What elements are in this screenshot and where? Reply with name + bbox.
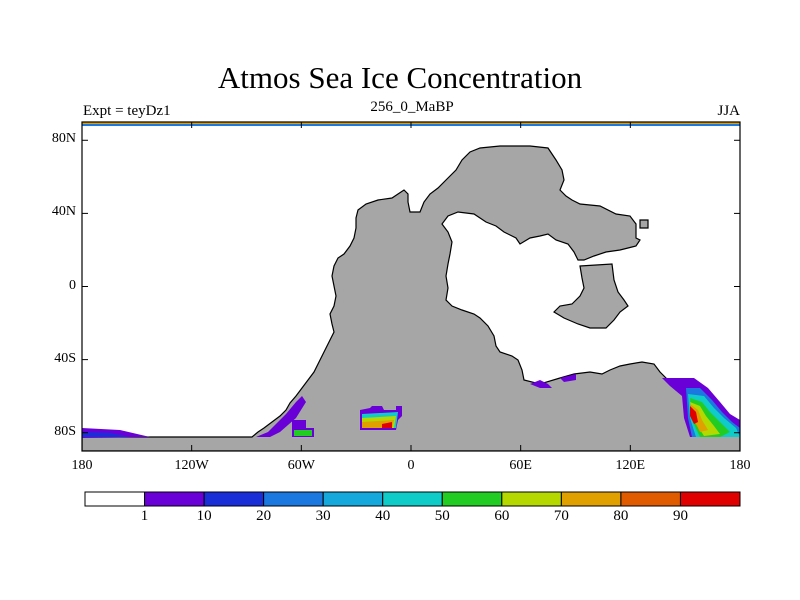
eastern-island — [553, 263, 629, 329]
colorbar-level-label: 20 — [256, 508, 272, 524]
colorbar-swatch — [560, 491, 622, 507]
colorbar-swatch — [322, 491, 384, 507]
x-tick-label: 180 — [729, 458, 751, 473]
x-tick-label: 120E — [615, 458, 646, 473]
colorbar-swatch — [441, 491, 503, 507]
colorbar-swatch — [144, 491, 205, 507]
time-label: 256_0_MaBP — [370, 99, 454, 115]
colorbar-swatch — [203, 491, 265, 507]
sea-ice-west-band-inner — [82, 432, 130, 437]
x-tick-label: 0 — [407, 458, 415, 473]
sea-ice-90e — [560, 374, 576, 382]
sea-ice-east-red — [690, 406, 698, 424]
y-tick-label: 0 — [69, 277, 76, 293]
x-tick-label: 60W — [287, 458, 315, 473]
colorbar-level-label: 30 — [315, 508, 331, 524]
colorbar — [84, 491, 741, 507]
colorbar-swatch — [84, 491, 146, 507]
colorbar-level-label: 60 — [494, 508, 510, 524]
colorbar-swatch — [263, 491, 324, 507]
y-tick-marks — [82, 139, 740, 434]
y-tick-label: 80N — [51, 131, 76, 147]
colorbar-level-label: 90 — [672, 508, 688, 524]
y-tick-label: 40S — [54, 350, 76, 366]
colorbar-level-label: 70 — [553, 508, 569, 524]
colorbar-level-label: 50 — [434, 508, 450, 524]
colorbar-level-label: 10 — [196, 508, 212, 524]
map-title: Atmos Sea Ice Concentration — [217, 60, 583, 95]
x-tick-label: 60E — [509, 458, 532, 473]
x-tick-marks — [81, 122, 741, 451]
experiment-label: Expt = teyDz1 — [83, 103, 171, 119]
y-tick-label: 80S — [54, 423, 76, 439]
colorbar-swatch — [679, 491, 741, 507]
sea-ice-coast-west — [256, 396, 306, 437]
sea-ice-patch-60w-green — [294, 430, 312, 436]
sea-ice-weddell-red — [382, 422, 392, 428]
colorbar-swatch — [501, 491, 562, 507]
colorbar-level-label: 80 — [613, 508, 629, 524]
season-label: JJA — [717, 103, 740, 119]
colorbar-level-label: 1 — [140, 508, 149, 524]
colorbar-swatch — [382, 491, 443, 507]
x-tick-label: 180 — [71, 458, 93, 473]
small-islet — [639, 219, 649, 229]
colorbar-level-label: 40 — [375, 508, 391, 524]
colorbar-swatch — [620, 491, 681, 507]
sea-ice-60e — [530, 380, 552, 388]
y-tick-label: 40N — [51, 204, 76, 220]
x-tick-label: 120W — [174, 458, 209, 473]
